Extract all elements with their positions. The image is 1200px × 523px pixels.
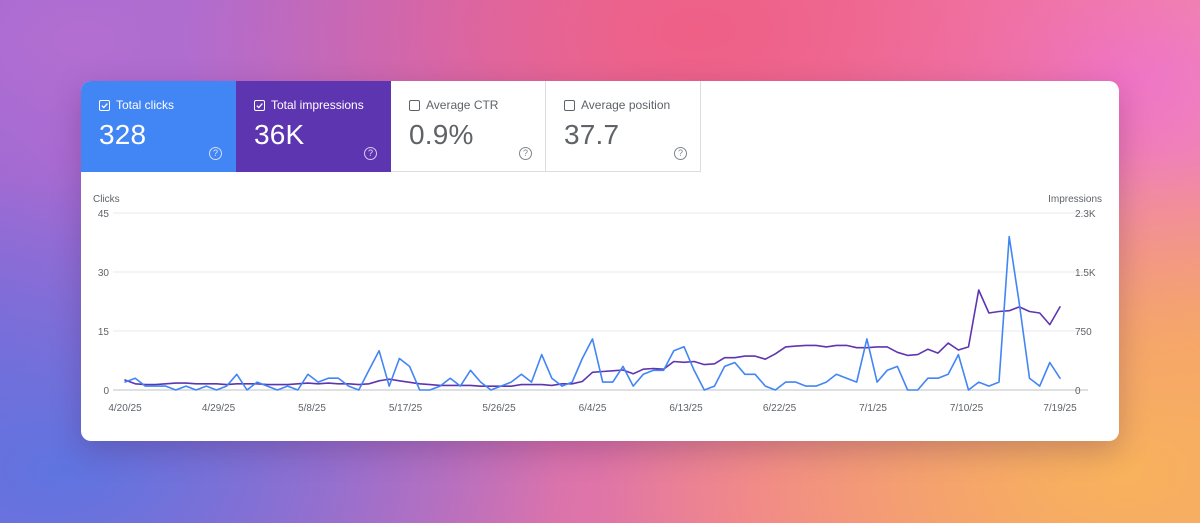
checkbox-unchecked-icon[interactable] (409, 99, 420, 111)
x-tick-label: 7/1/25 (859, 403, 887, 414)
x-tick-label: 4/20/25 (108, 403, 142, 414)
x-tick-label: 7/10/25 (950, 403, 984, 414)
x-tick-label: 5/26/25 (482, 403, 516, 414)
y-tick-label-right: 750 (1075, 327, 1092, 338)
y-tick-label-left: 15 (98, 327, 110, 338)
y-tick-label-left: 45 (98, 209, 110, 220)
x-tick-label: 5/8/25 (298, 403, 326, 414)
y-tick-label-left: 0 (103, 386, 109, 397)
metric-label: Average position (581, 98, 671, 112)
series-line-clicks (124, 235, 1061, 391)
metric-label: Total impressions (271, 98, 364, 112)
help-icon[interactable]: ? (209, 147, 222, 160)
help-icon[interactable]: ? (519, 147, 532, 160)
checkbox-unchecked-icon[interactable] (564, 99, 575, 111)
x-tick-label: 6/4/25 (579, 403, 607, 414)
checkbox-checked-icon[interactable] (99, 99, 110, 111)
metric-tile-total-clicks[interactable]: Total clicks 328 ? (81, 81, 236, 172)
y-tick-label-right: 0 (1075, 386, 1081, 397)
metric-tiles: Total clicks 328 ? Total impressions 36K… (81, 81, 701, 172)
checkbox-checked-icon[interactable] (254, 99, 265, 111)
performance-card: Clicks Impressions 0 0 15 750 30 1.5K 45 2.3K 4/… (81, 81, 1119, 441)
help-icon[interactable]: ? (364, 147, 377, 160)
help-icon[interactable]: ? (674, 147, 687, 160)
x-tick-label: 6/13/25 (669, 403, 703, 414)
metric-tile-head: Average CTR (409, 98, 498, 112)
metric-value: 36K (254, 119, 305, 150)
y-axis-left-title: Clicks (93, 194, 120, 205)
metric-tile-head: Average position (564, 98, 670, 112)
metric-tile-head: Total impressions (254, 98, 364, 112)
x-tick-label: 6/22/25 (763, 403, 797, 414)
x-tick-label: 4/29/25 (202, 403, 236, 414)
metric-label: Average CTR (426, 98, 499, 112)
metric-tile-head: Total clicks (99, 98, 174, 112)
metric-tile-total-impressions[interactable]: Total impressions 36K ? (236, 81, 391, 172)
y-tick-label-right: 2.3K (1075, 209, 1096, 220)
metric-label: Total clicks (116, 98, 175, 112)
y-tick-label-left: 30 (98, 268, 110, 279)
metric-value: 328 (99, 119, 147, 150)
metric-tile-average-ctr[interactable]: Average CTR 0.9% ? (391, 81, 546, 172)
x-tick-label: 5/17/25 (389, 403, 423, 414)
metric-value: 37.7 (564, 119, 620, 150)
performance-chart: Clicks Impressions 0 0 15 750 30 1.5K 45 2.3K 4/… (93, 194, 1102, 414)
series-line-impressions (124, 289, 1061, 388)
metric-tile-average-position[interactable]: Average position 37.7 ? (546, 81, 701, 172)
y-axis-right-title: Impressions (1048, 194, 1102, 205)
x-tick-label: 7/19/25 (1043, 403, 1077, 414)
y-tick-label-right: 1.5K (1075, 268, 1096, 279)
metric-value: 0.9% (409, 119, 474, 150)
